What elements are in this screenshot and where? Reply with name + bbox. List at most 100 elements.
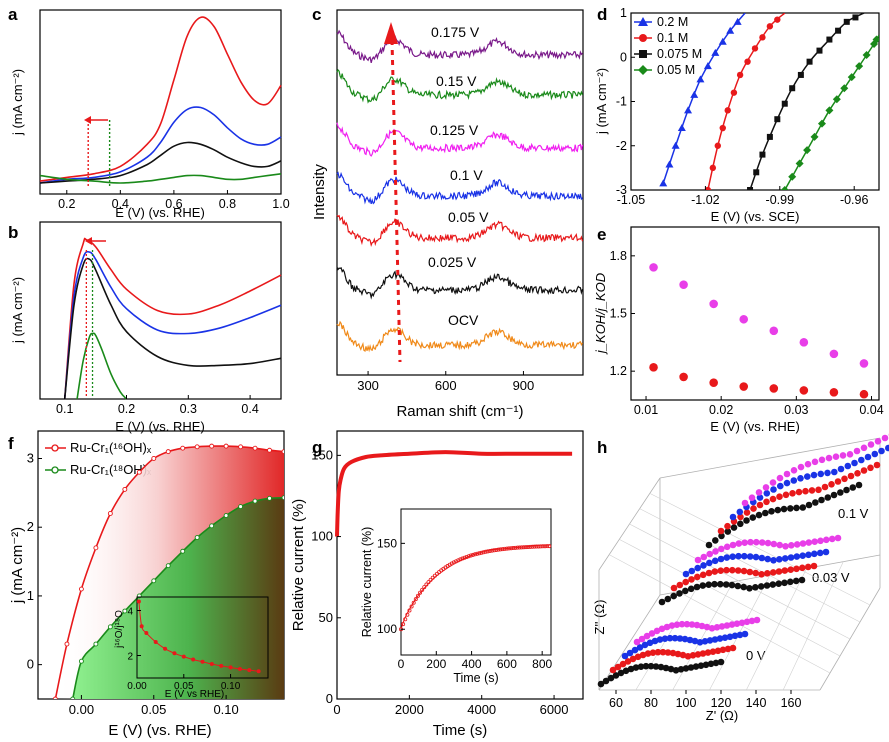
- panel-h-point-g1-c2: [787, 566, 794, 573]
- panel-g-inset-point: [496, 547, 501, 552]
- panel-d-marker: [832, 95, 841, 104]
- panel-c-spectrum-6: [336, 320, 584, 353]
- panel-h-point-g2-c2: [802, 487, 809, 495]
- panel-f-inset-xtick-label: 0.00: [127, 681, 147, 692]
- panel-g-inset-point: [517, 545, 522, 550]
- panel-d-legend-label: 0.1 M: [657, 31, 688, 45]
- panel-d-marker: [730, 89, 738, 96]
- panel-h-point-g1-c0: [811, 538, 818, 545]
- panel-h-point-g1-c1: [717, 555, 725, 563]
- panel-d-marker: [677, 124, 686, 132]
- panel-c-xlabel: Raman shift (cm⁻¹): [396, 403, 523, 420]
- panel-h-point-g1-c3: [670, 592, 677, 600]
- panel-h-point-g1-c2: [705, 569, 713, 577]
- panel-f-marker-red: [180, 445, 186, 451]
- panel-h-point-g1-c2: [810, 562, 818, 570]
- panel-f-inset-xtick-label: 0.10: [221, 681, 241, 692]
- panel-f-marker-red: [151, 456, 157, 461]
- panel-h-point-g1-c3: [769, 581, 777, 588]
- panel-g-ytick-label: 100: [311, 529, 333, 544]
- panel-h-point-g2-c1: [885, 444, 889, 452]
- panel-label-f: f: [8, 434, 14, 453]
- panel-f-marker-green: [209, 523, 215, 529]
- panel-h-point-g1-c1: [694, 564, 701, 572]
- panel-h-point-g2-c1: [756, 494, 764, 501]
- panel-a-xtick-label: 1.0: [272, 197, 289, 211]
- panel-h-point-g2-c0: [811, 458, 819, 466]
- panel-d-marker: [795, 159, 804, 168]
- panel-h-point-g2-c2: [782, 491, 790, 499]
- panel-g-inset-point: [418, 590, 423, 595]
- panel-h-point-g2-c2: [737, 513, 744, 521]
- panel-g-inset-xtick-label: 0: [398, 657, 405, 671]
- panel-c-shift-line: [390, 39, 402, 363]
- panel-g-inset-point: [420, 587, 425, 592]
- panel-d-marker: [806, 58, 813, 65]
- panel-d-marker: [826, 36, 833, 43]
- panel-h-point-g0-c3: [717, 658, 725, 666]
- panel-h-point-g0-c2: [649, 649, 657, 656]
- panel-d-marker: [719, 124, 726, 132]
- panel-h-point-g0-c3: [612, 672, 620, 679]
- panel-h-point-g1-c1: [758, 554, 766, 562]
- panel-h-point-g0-c1: [636, 644, 644, 651]
- panel-h-point-g0-c0: [718, 623, 726, 630]
- panel-h-point-g1-c1: [706, 559, 713, 567]
- panel-h-point-g0-c1: [686, 636, 694, 644]
- panel-h-point-g0-c2: [674, 650, 682, 658]
- panel-g-inset-point: [526, 544, 531, 549]
- panel-f-marker-green: [70, 696, 76, 699]
- panel-d-line-2: [749, 13, 865, 190]
- panel-g-inset-point: [481, 550, 486, 555]
- panel-g-inset-point: [492, 548, 497, 553]
- panel-h-point-g2-c1: [864, 453, 872, 461]
- panel-e-xlabel: E (V) (vs. RHE): [710, 419, 800, 434]
- panel-h-point-g2-c3: [818, 496, 825, 504]
- panel-h-grid-line: [629, 523, 851, 640]
- panel-g-inset-point: [413, 597, 418, 602]
- panel-d-xtick-label: -0.99: [766, 193, 795, 207]
- panel-f-inset-point: [237, 667, 242, 671]
- panel-h-point-g1-c3: [682, 587, 689, 595]
- panel-e-ytick-label: 1.2: [610, 364, 627, 378]
- panel-d-ylabel: j (mA cm⁻²): [594, 68, 609, 135]
- panel-h-point-g1-c3: [728, 581, 736, 589]
- panel-e-point-1: [738, 381, 749, 392]
- panel-h-point-g2-c0: [853, 447, 861, 455]
- panel-h-point-g0-c3: [652, 663, 660, 670]
- panel-h-point-g1-c2: [688, 576, 695, 583]
- panel-h-point-g1-c0: [782, 543, 789, 550]
- panel-e-point-1: [798, 385, 809, 396]
- panel-h-point-g2-c3: [724, 528, 732, 535]
- panel-f-inset-point: [163, 646, 168, 651]
- panel-g-inset-ytick-label: 100: [377, 622, 397, 636]
- panel-h-point-g0-c1: [621, 652, 629, 660]
- panel-d-marker: [774, 16, 781, 23]
- panel-h-point-g0-c0: [753, 616, 761, 624]
- panel-h-point-g0-c1: [681, 635, 689, 643]
- panel-h-point-g1-c1: [741, 552, 748, 560]
- panel-h-point-g0-c1: [691, 637, 699, 645]
- panel-g-inset-point: [409, 604, 414, 609]
- panel-f-inset-point: [228, 665, 233, 670]
- panel-h-point-g1-c2: [746, 568, 754, 576]
- panel-f-ytick-label: 0: [27, 657, 34, 672]
- panel-h-point-g0-c2: [654, 648, 662, 656]
- panel-g-inset-point: [543, 544, 548, 549]
- panel-h-point-g2-c0: [741, 499, 749, 507]
- panel-e-point-0: [678, 279, 689, 290]
- panel-h-point-g0-c1: [671, 634, 679, 642]
- panel-h-point-g2-c2: [795, 488, 803, 496]
- panel-h-point-g2-c2: [828, 481, 835, 488]
- panel-h-point-g1-c2: [793, 565, 800, 573]
- panel-h-point-g1-c3: [687, 585, 695, 593]
- panel-h-point-g0-c1: [656, 636, 664, 643]
- panel-h-point-g2-c3: [749, 514, 757, 521]
- panel-h-point-g1-c2: [734, 567, 742, 574]
- panel-b-frame: [39, 221, 282, 400]
- panel-f-inset-point: [144, 631, 149, 635]
- panel-h-point-g0-c0: [668, 622, 676, 629]
- panel-h-point-g2-c2: [743, 509, 751, 516]
- panel-h-point-g1-c3: [757, 583, 765, 590]
- panel-d-marker: [703, 62, 712, 70]
